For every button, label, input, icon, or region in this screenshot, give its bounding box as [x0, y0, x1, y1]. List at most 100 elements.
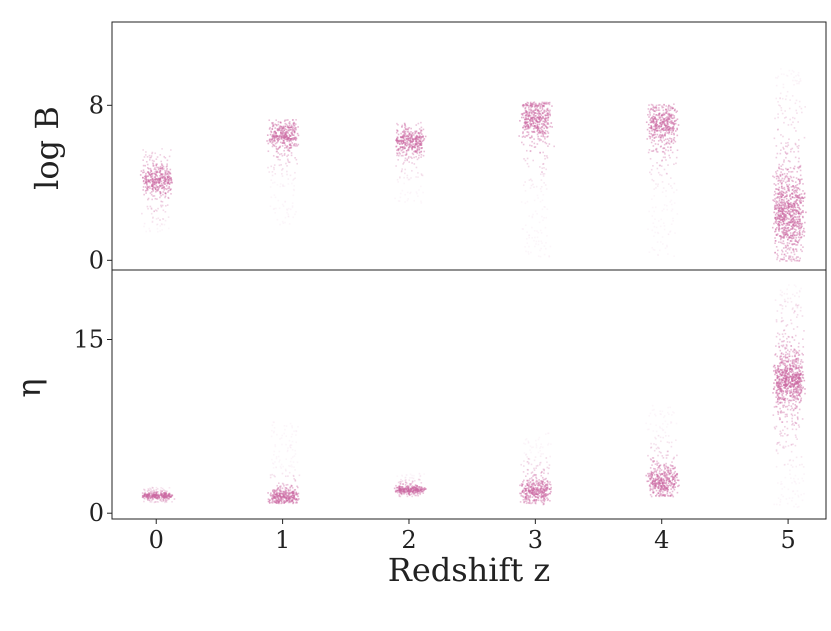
data-point	[526, 118, 528, 121]
data-point	[532, 183, 534, 186]
data-point	[399, 495, 402, 498]
data-point	[159, 493, 162, 496]
data-point	[799, 220, 801, 223]
data-point	[653, 249, 656, 251]
data-point	[673, 191, 675, 194]
data-point	[420, 151, 422, 153]
data-point	[774, 242, 776, 245]
data-point	[665, 457, 668, 459]
data-point	[401, 149, 404, 151]
data-point	[547, 116, 550, 119]
data-point	[152, 165, 154, 167]
data-point	[530, 104, 532, 106]
data-point	[663, 494, 666, 496]
data-point	[780, 73, 783, 75]
data-point	[403, 145, 406, 148]
data-point	[413, 493, 415, 496]
data-point	[544, 102, 546, 105]
data-point	[165, 205, 167, 207]
data-point	[803, 227, 805, 230]
data-point	[150, 169, 152, 171]
data-point	[662, 113, 664, 116]
data-point	[412, 477, 415, 480]
data-point	[785, 227, 787, 229]
data-point	[281, 129, 283, 132]
data-point	[168, 497, 170, 500]
data-point	[671, 481, 673, 484]
data-point	[781, 230, 783, 233]
data-point	[394, 490, 397, 493]
data-point	[540, 480, 542, 482]
data-point	[666, 490, 669, 493]
data-point	[409, 146, 412, 148]
data-point	[796, 183, 799, 186]
data-point	[787, 185, 789, 188]
data-point	[651, 178, 654, 181]
data-point	[277, 140, 279, 143]
data-point	[788, 213, 791, 216]
data-point	[651, 457, 654, 459]
data-point	[291, 433, 294, 436]
data-point	[539, 132, 541, 134]
data-point	[418, 132, 420, 135]
data-point	[794, 201, 797, 204]
data-point	[271, 145, 274, 148]
data-point	[414, 146, 417, 149]
data-point	[672, 495, 675, 498]
data-point	[420, 142, 422, 145]
data-point	[670, 470, 673, 472]
data-point	[288, 129, 290, 132]
data-point	[785, 233, 787, 235]
data-point	[169, 496, 172, 498]
data-point	[541, 480, 544, 483]
data-point	[665, 142, 667, 145]
data-point	[788, 138, 790, 141]
data-point	[791, 243, 793, 245]
data-point	[151, 152, 153, 155]
data-point	[648, 110, 651, 113]
data-point	[150, 156, 152, 159]
data-point	[293, 138, 296, 140]
data-point	[284, 496, 286, 499]
data-point	[663, 466, 666, 468]
data-point	[281, 127, 283, 130]
data-point	[154, 496, 156, 498]
data-point	[798, 105, 801, 108]
data-point	[655, 473, 658, 476]
data-point	[795, 195, 797, 198]
data-point	[672, 117, 674, 120]
data-point	[526, 483, 529, 485]
data-point	[799, 233, 801, 236]
data-point	[153, 496, 156, 498]
data-point	[148, 185, 151, 188]
data-point	[790, 204, 792, 207]
data-point	[269, 499, 271, 501]
data-point	[659, 123, 662, 126]
data-point	[782, 211, 784, 214]
data-point	[795, 200, 797, 202]
data-point	[662, 474, 665, 477]
data-point	[543, 486, 546, 488]
data-point	[661, 141, 663, 143]
data-point	[668, 117, 670, 120]
data-point	[793, 213, 796, 215]
data-point	[530, 487, 533, 490]
data-point	[667, 495, 670, 497]
data-point	[785, 116, 787, 119]
data-point	[281, 492, 283, 495]
data-point	[664, 156, 666, 159]
data-point	[653, 188, 656, 190]
data-point	[661, 493, 663, 496]
data-point	[526, 461, 528, 463]
data-point	[267, 498, 270, 501]
data-point	[795, 200, 797, 203]
data-point	[796, 187, 798, 189]
data-point	[795, 257, 798, 260]
data-point	[539, 255, 542, 258]
data-point	[547, 102, 550, 105]
data-point	[540, 126, 543, 128]
data-point	[778, 179, 780, 182]
data-point	[276, 148, 278, 151]
data-point	[676, 454, 678, 457]
data-point	[798, 100, 801, 103]
